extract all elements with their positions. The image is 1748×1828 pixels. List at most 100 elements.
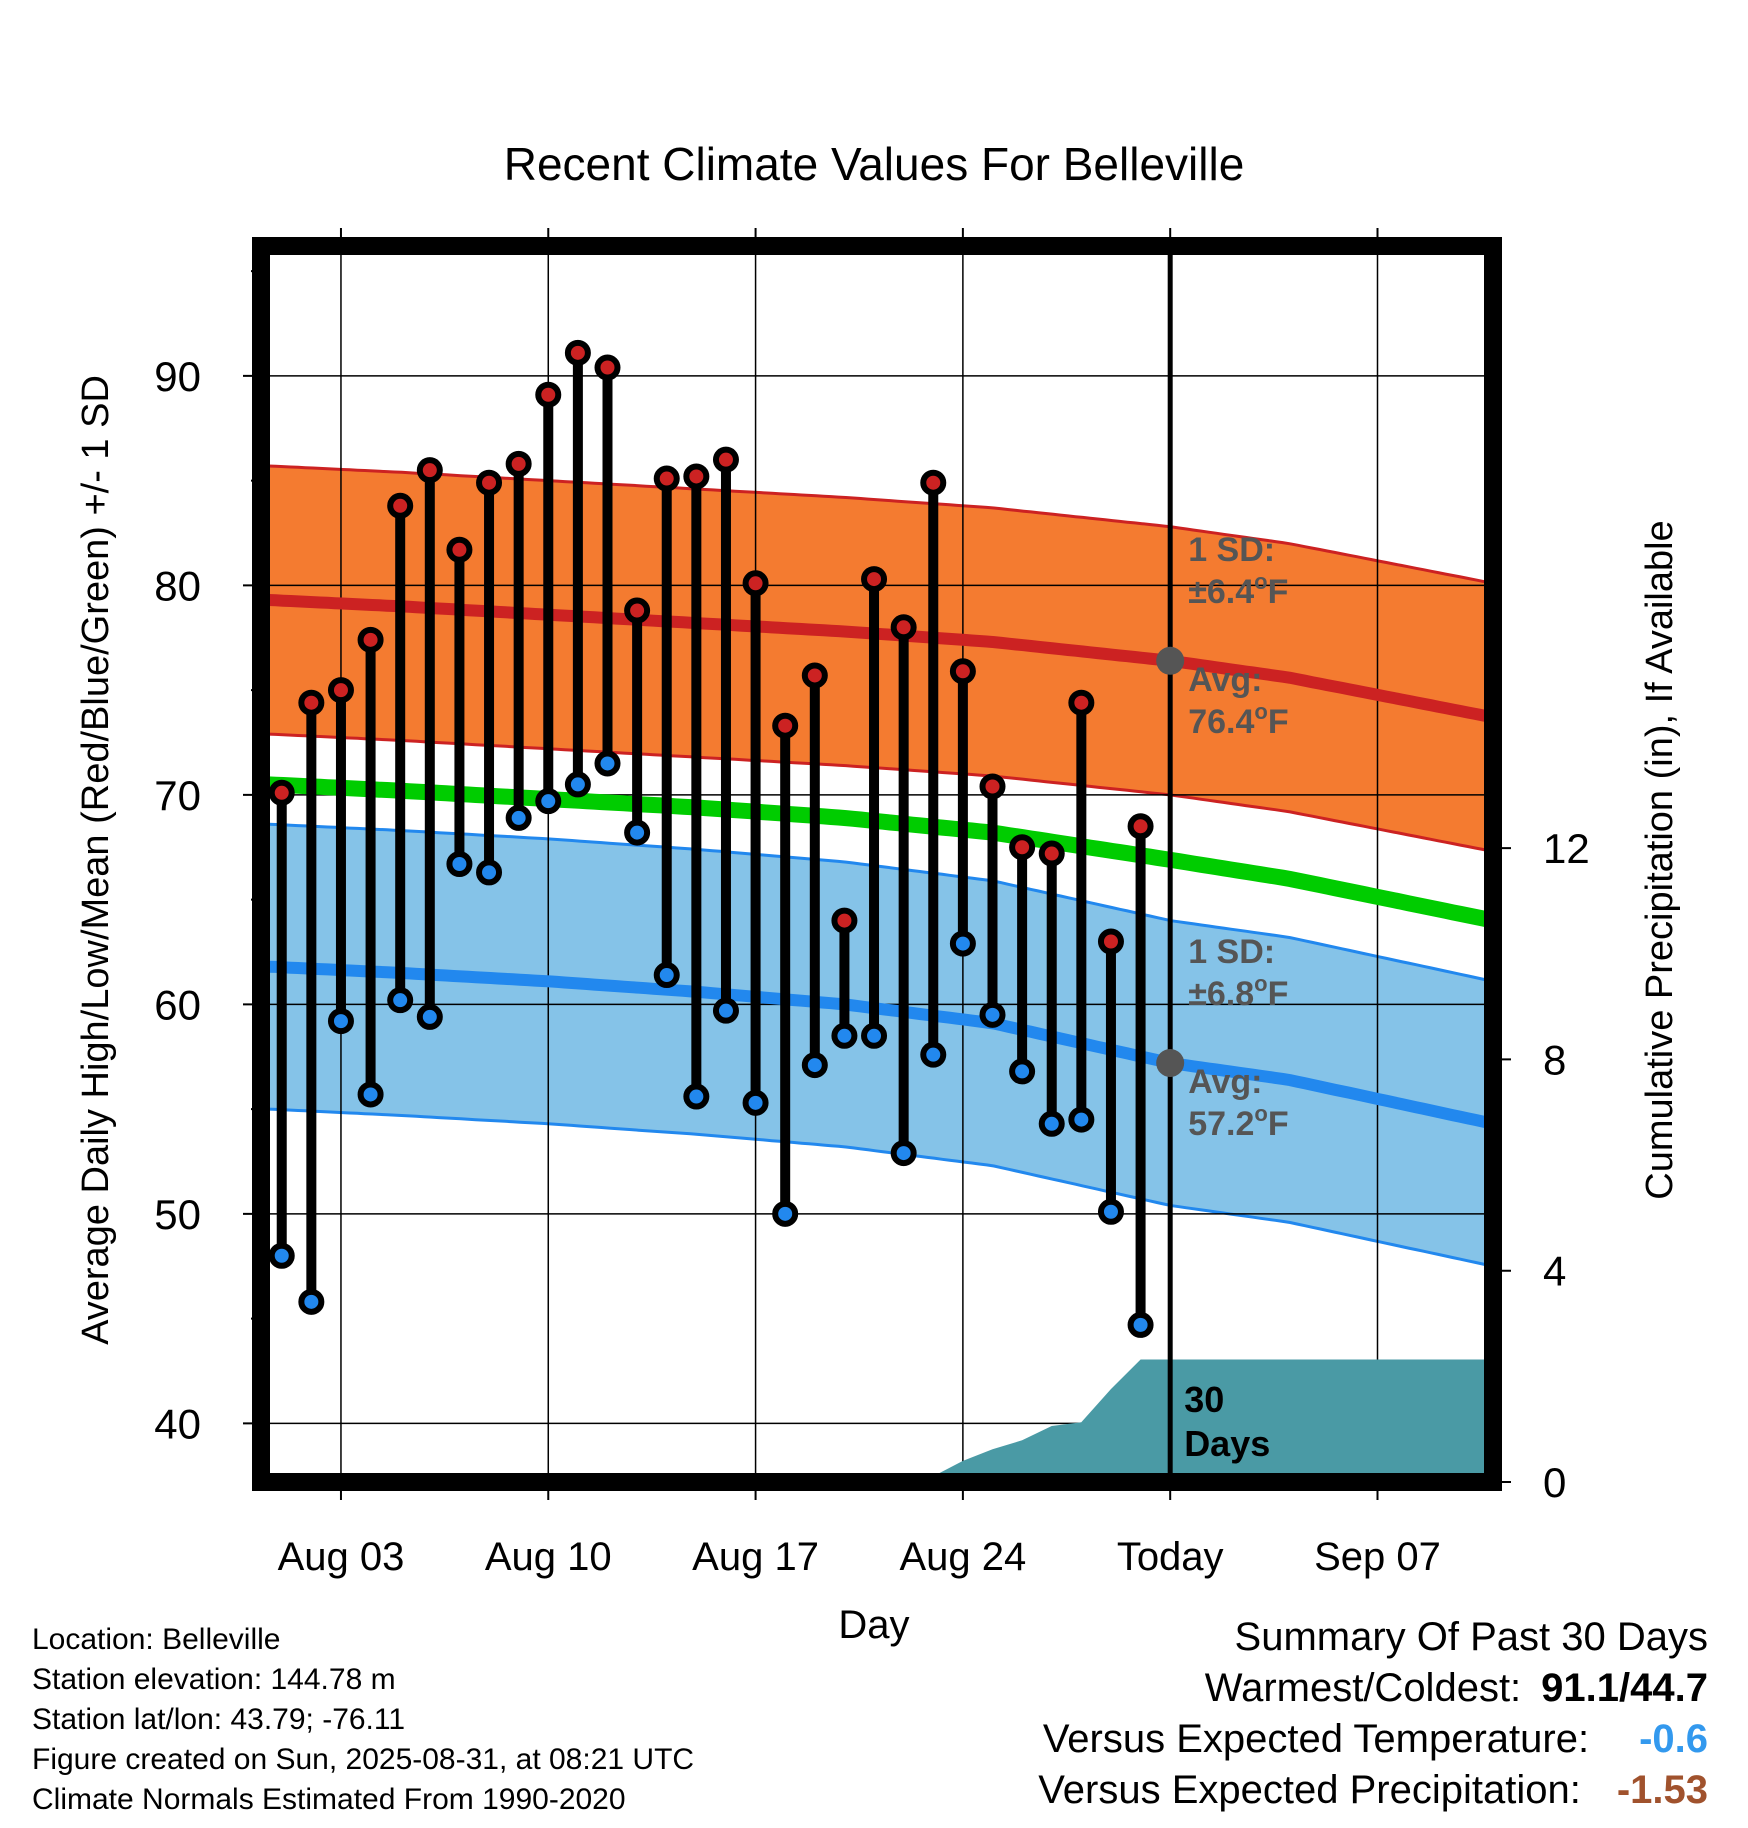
daily-high-point xyxy=(446,536,473,563)
daily-high-point xyxy=(1068,689,1095,716)
daily-low-point xyxy=(476,859,503,886)
daily-high-point xyxy=(949,658,976,685)
y2-tick-label: 12 xyxy=(1543,825,1590,872)
x-tick-label: Aug 24 xyxy=(899,1535,1026,1579)
y2-tick-label: 8 xyxy=(1543,1036,1566,1083)
daily-low-point xyxy=(772,1200,799,1227)
figure-created: Figure created on Sun, 2025-08-31, at 08… xyxy=(32,1743,695,1776)
x-tick-label: Today xyxy=(1117,1535,1224,1579)
daily-high-point xyxy=(831,907,858,934)
plot-frame xyxy=(252,237,1502,1491)
warm-cold-value: 91.1/44.7 xyxy=(1541,1666,1708,1710)
low-band-lower-edge xyxy=(261,1107,1491,1268)
precip-days-word: Days xyxy=(1184,1423,1270,1464)
daily-low-point xyxy=(387,987,414,1014)
daily-high-point xyxy=(268,779,295,806)
temp-anomaly-value: -0.6 xyxy=(1639,1717,1708,1761)
y-tick-label: 60 xyxy=(154,981,201,1028)
daily-low-point xyxy=(357,1081,384,1108)
daily-high-point xyxy=(1009,834,1036,861)
y-tick-label: 80 xyxy=(154,562,201,609)
daily-low-point xyxy=(979,1001,1006,1028)
y-tick-label: 40 xyxy=(154,1400,201,1447)
daily-low-point xyxy=(535,788,562,815)
y2-tick-label: 4 xyxy=(1543,1248,1566,1295)
low-avg-value: 57.2oF xyxy=(1188,1101,1288,1143)
station-latlon: Station lat/lon: 43.79; -76.11 xyxy=(32,1703,406,1736)
daily-high-point xyxy=(594,354,621,381)
daily-high-point xyxy=(416,457,443,484)
daily-high-point xyxy=(298,689,325,716)
daily-low-point xyxy=(920,1041,947,1068)
x-tick-label: Aug 03 xyxy=(278,1535,405,1579)
daily-high-point xyxy=(505,450,532,477)
climate-normals-note: Climate Normals Estimated From 1990-2020 xyxy=(32,1783,626,1816)
daily-low-point xyxy=(624,819,651,846)
daily-low-point xyxy=(505,804,532,831)
daily-low-point xyxy=(831,1022,858,1049)
daily-low-point xyxy=(801,1052,828,1079)
station-info: Location: Belleville Station elevation: … xyxy=(32,1620,694,1820)
today-normal-low-marker xyxy=(1156,1049,1185,1078)
daily-low-point xyxy=(712,997,739,1024)
daily-high-point xyxy=(357,626,384,653)
daily-high-point xyxy=(1127,813,1154,840)
station-elevation: Station elevation: 144.78 m xyxy=(32,1663,396,1696)
summary-panel: Summary Of Past 30 Days Warmest/Coldest:… xyxy=(1038,1612,1708,1816)
daily-high-point xyxy=(742,570,769,597)
daily-low-point xyxy=(416,1003,443,1030)
y2-axis-label: Cumulative Precipitation (in), If Availa… xyxy=(1639,520,1681,1199)
daily-low-point xyxy=(268,1242,295,1269)
daily-high-point xyxy=(564,339,591,366)
summary-temp: Versus Expected Temperature: -0.6 xyxy=(1038,1714,1708,1765)
high-sd-label: 1 SD: xyxy=(1188,531,1275,569)
y-tick-label: 50 xyxy=(154,1191,201,1238)
daily-low-point xyxy=(327,1008,354,1035)
precip-days-number: 30 xyxy=(1184,1379,1224,1420)
precip-anomaly-label: Versus Expected Precipitation: xyxy=(1038,1768,1581,1812)
high-band-upper-edge xyxy=(261,464,1491,585)
daily-low-point xyxy=(861,1022,888,1049)
summary-warm-cold: Warmest/Coldest: 91.1/44.7 xyxy=(1038,1663,1708,1714)
daily-high-point xyxy=(327,677,354,704)
daily-low-point xyxy=(446,851,473,877)
y-tick-label: 90 xyxy=(154,353,201,400)
daily-high-point xyxy=(861,566,888,593)
summary-precip: Versus Expected Precipitation: -1.53 xyxy=(1038,1765,1708,1816)
daily-high-point xyxy=(920,469,947,496)
chart-title: Recent Climate Values For Belleville xyxy=(504,138,1245,190)
daily-low-point xyxy=(890,1140,917,1167)
daily-high-point xyxy=(979,773,1006,800)
daily-high-point xyxy=(801,662,828,689)
daily-high-point xyxy=(624,597,651,624)
daily-high-point xyxy=(772,712,799,739)
today-normal-high-marker xyxy=(1156,646,1185,675)
x-axis-label: Day xyxy=(838,1603,909,1647)
low-avg-label: Avg: xyxy=(1188,1063,1262,1101)
daily-low-point xyxy=(1038,1110,1065,1137)
daily-low-point xyxy=(564,771,591,798)
x-tick-label: Aug 17 xyxy=(692,1535,819,1579)
high-sd-value: ±6.4oF xyxy=(1188,569,1288,611)
precip-anomaly-value: -1.53 xyxy=(1616,1768,1708,1812)
high-avg-value: 76.4oF xyxy=(1188,699,1288,741)
daily-low-point xyxy=(1097,1198,1124,1225)
daily-high-point xyxy=(683,463,710,490)
daily-high-point xyxy=(476,469,503,496)
low-sd-label: 1 SD: xyxy=(1188,933,1275,971)
daily-low-point xyxy=(683,1083,710,1110)
high-avg-label: Avg: xyxy=(1188,661,1262,699)
daily-low-point xyxy=(594,750,621,777)
low-sd-value: ±6.8oF xyxy=(1188,971,1288,1013)
daily-low-point xyxy=(653,962,680,989)
daily-high-point xyxy=(387,492,414,519)
daily-low-point xyxy=(298,1288,325,1315)
daily-high-point xyxy=(535,381,562,408)
daily-low-point xyxy=(742,1089,769,1116)
summary-title: Summary Of Past 30 Days xyxy=(1234,1615,1708,1659)
daily-high-point xyxy=(1097,928,1124,955)
daily-low-point xyxy=(949,930,976,957)
daily-high-point xyxy=(890,614,917,641)
